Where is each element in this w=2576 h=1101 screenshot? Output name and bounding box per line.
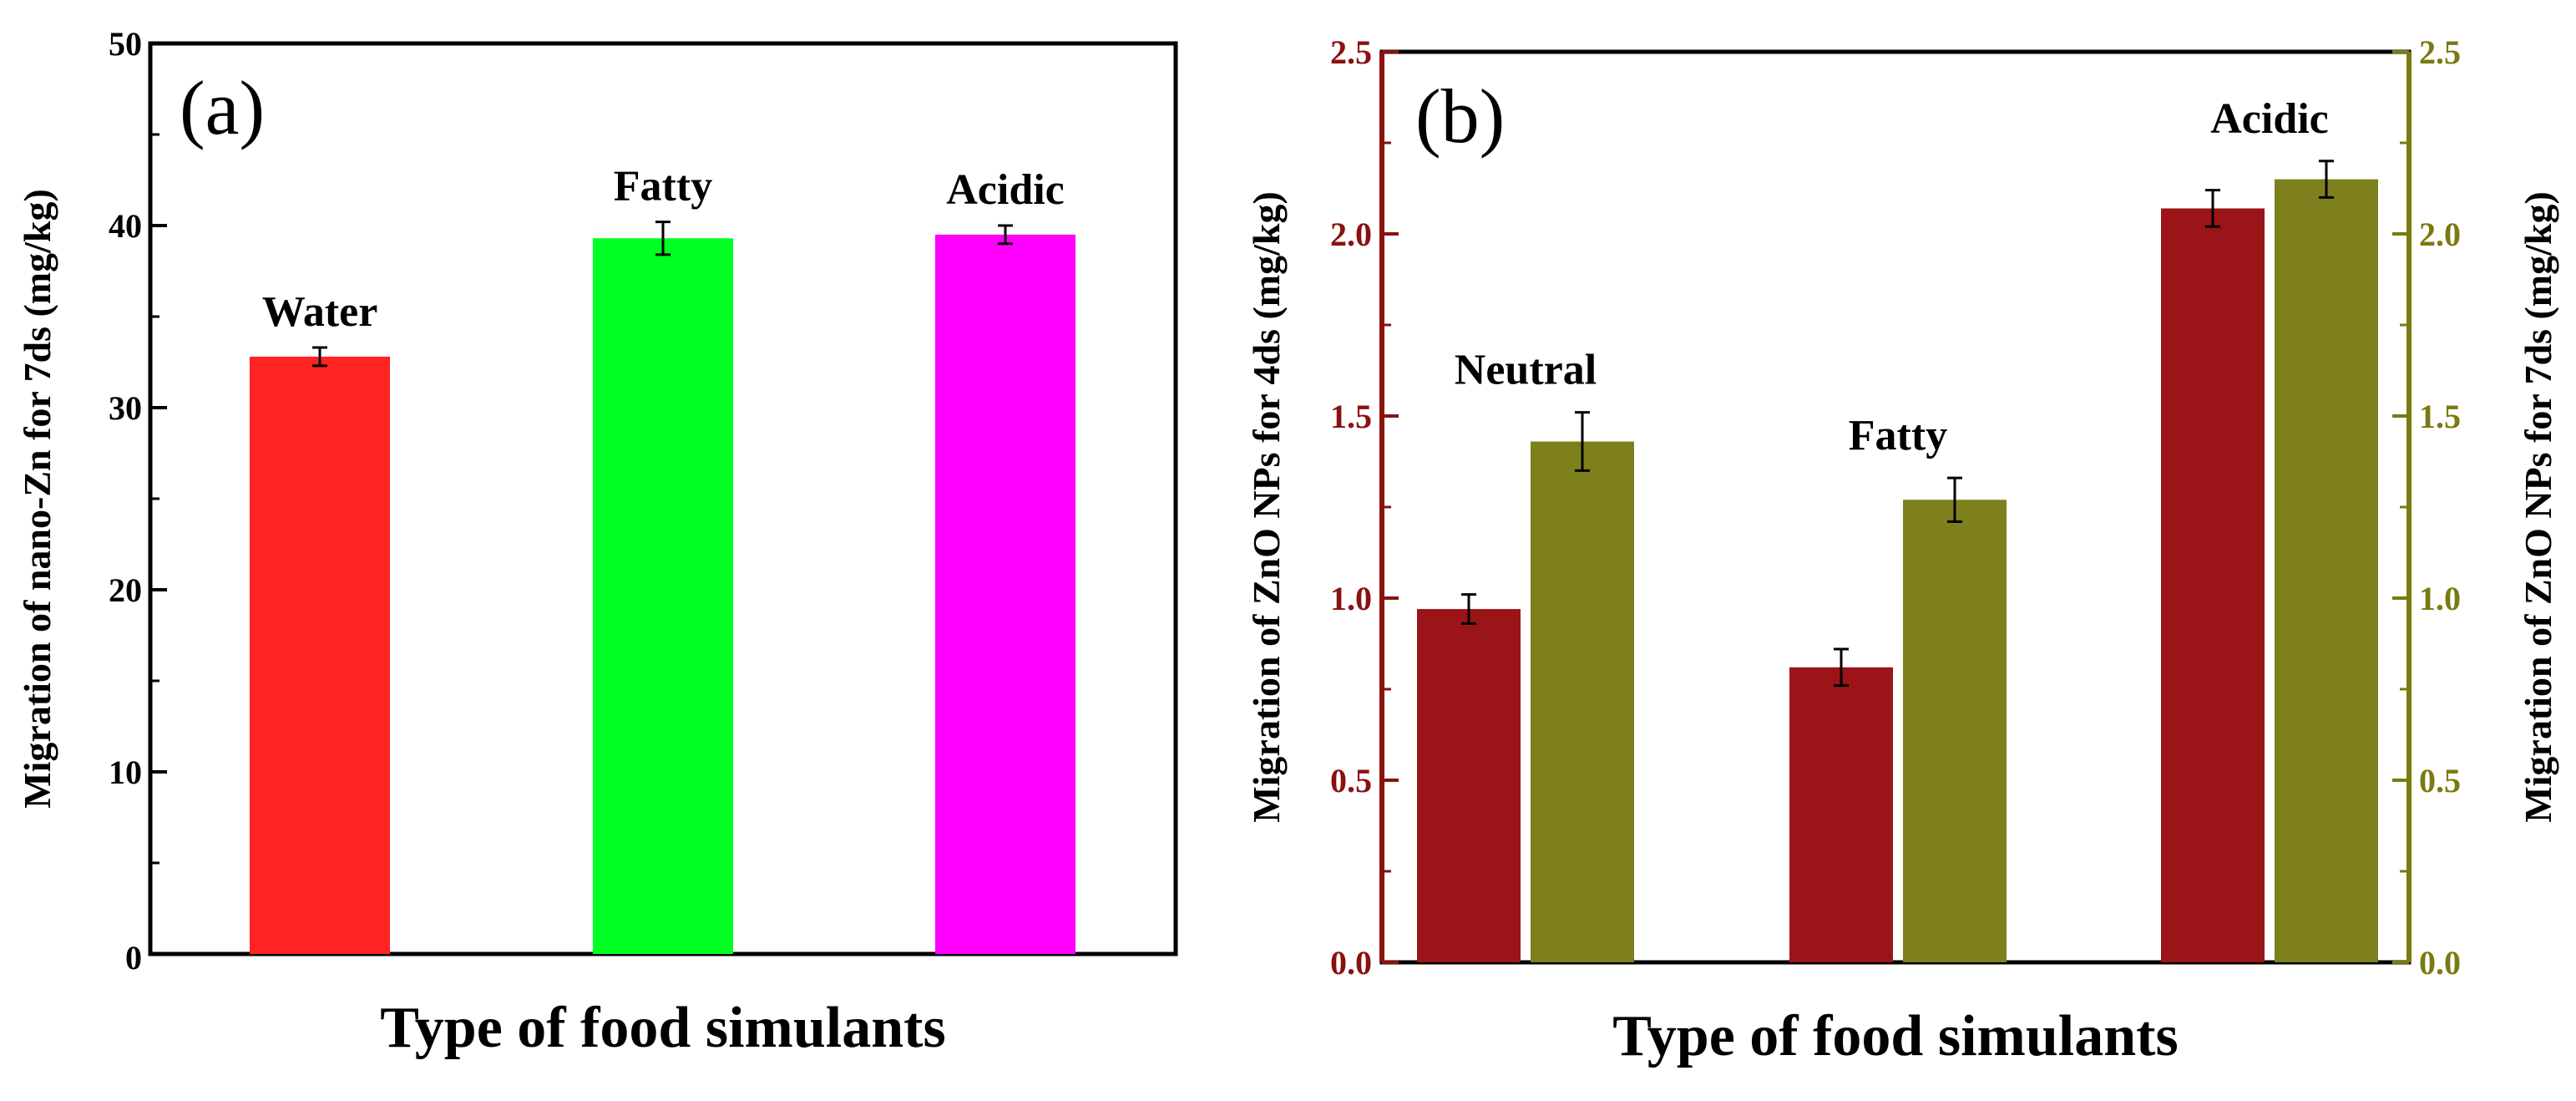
y-axis-label-left-b: Migration of ZnO NPs for 4ds (mg/kg): [1245, 191, 1288, 823]
y-tick-label-left-b: 1.5: [1330, 398, 1372, 435]
bars-b: Neutral Fatty Acidic: [1417, 95, 2378, 963]
panel-label-b: (b): [1415, 74, 1505, 159]
bar-acidic-7ds: [2275, 179, 2378, 963]
y-tick-label-a: 50: [109, 25, 142, 63]
y-tick-label-left-b: 2.5: [1330, 33, 1372, 71]
panel-label-a: (a): [180, 65, 265, 150]
bar-neutral-4ds: [1417, 609, 1521, 962]
y-tick-label-a: 0: [125, 939, 142, 977]
y-tick-label-left-b: 1.0: [1330, 580, 1372, 617]
group-label-neutral: Neutral: [1455, 347, 1597, 394]
y-tick-label-a: 30: [109, 389, 142, 427]
bar-acidic-4ds: [2161, 208, 2265, 963]
y-axis-label-right-b: Migration of ZnO NPs for 7ds (mg/kg): [2517, 191, 2559, 823]
bar-label-acidic: Acidic: [946, 166, 1065, 214]
bar-acidic: [935, 234, 1075, 954]
y-tick-label-left-b: 0.5: [1330, 762, 1372, 799]
group-label-acidic: Acidic: [2210, 95, 2329, 143]
bars-a: Water Fatty Acidic: [250, 163, 1075, 955]
y-tick-label-right-b: 1.0: [2419, 580, 2461, 617]
y-tick-label-a: 10: [109, 753, 142, 791]
x-axis-label-a: Type of food simulants: [380, 996, 945, 1060]
bar-fatty: [593, 238, 733, 954]
panel-a: (a) 0 10 20 30 40 50 Water Fatty Acidic Migrati…: [16, 25, 1178, 1060]
y-tick-label-right-b: 2.0: [2419, 216, 2461, 253]
group-label-fatty: Fatty: [1849, 412, 1947, 459]
x-axis-label-b: Type of food simulants: [1612, 1004, 2178, 1068]
y-tick-label-right-b: 1.5: [2419, 398, 2461, 435]
y-tick-label-a: 40: [109, 207, 142, 245]
bar-neutral-7ds: [1531, 441, 1634, 962]
y-tick-label-right-b: 0.5: [2419, 762, 2461, 799]
y-tick-label-right-b: 0.0: [2419, 944, 2461, 982]
y-tick-label-right-b: 2.5: [2419, 33, 2461, 71]
y-tick-label-left-b: 2.0: [1330, 216, 1372, 253]
y-axis-label-a: Migration of nano-Zn for 7ds (mg/kg): [16, 189, 58, 809]
panel-b: (b) 0.0 0.0 0.5 0.5 1.0 1.0 1.5 1.5 2.0 2.0 2.5 2.5…: [1245, 33, 2559, 1068]
bar-label-fatty: Fatty: [614, 163, 712, 211]
bar-fatty-4ds: [1789, 667, 1893, 962]
bar-water: [250, 356, 390, 955]
y-ticks-b: 0.0 0.0 0.5 0.5 1.0 1.0 1.5 1.5 2.0 2.0 2.5 2.5: [1330, 33, 2461, 982]
bar-label-water: Water: [262, 288, 378, 336]
y-ticks-a: 0 10 20 30 40 50: [109, 25, 167, 977]
bar-fatty-7ds: [1903, 500, 2007, 962]
y-tick-label-a: 20: [109, 571, 142, 609]
y-tick-label-left-b: 0.0: [1330, 944, 1372, 982]
